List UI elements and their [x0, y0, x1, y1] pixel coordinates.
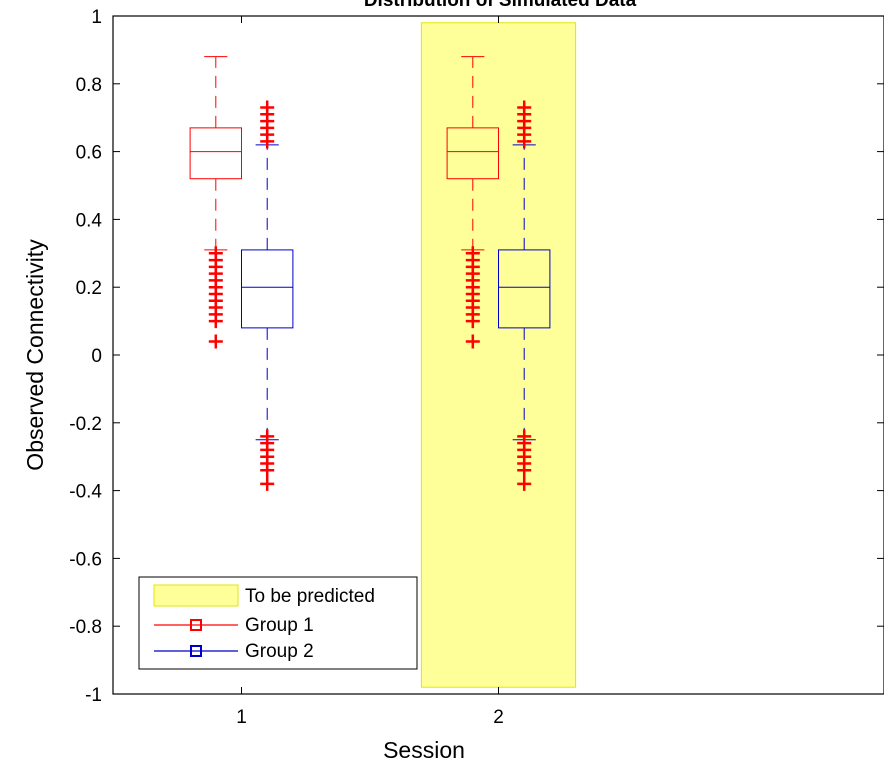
y-tick-label: 0.2 [76, 278, 102, 299]
outlier-marker [208, 314, 223, 329]
outlier-marker [208, 334, 223, 349]
legend-label-highlight: To be predicted [245, 586, 375, 607]
legend-label-group1: Group 1 [245, 615, 314, 636]
box-group-1-session-2 [446, 56, 500, 349]
box-iqr [189, 127, 243, 180]
x-axis-title: Session [383, 737, 465, 763]
outlier-marker [260, 476, 275, 491]
box-iqr [446, 127, 500, 180]
y-tick-label: 0 [91, 346, 102, 367]
outlier-marker [517, 476, 532, 491]
x-tick-label: 1 [236, 707, 247, 728]
box-iqr [241, 249, 294, 329]
x-tick-label: 2 [493, 707, 504, 728]
legend-marker-group2 [190, 645, 202, 657]
outlier-marker [517, 463, 532, 478]
outlier-marker [260, 463, 275, 478]
legend-swatch-highlight [153, 584, 239, 607]
box-iqr [498, 249, 551, 329]
outlier-marker [260, 100, 275, 115]
y-tick-label: 1 [91, 7, 102, 28]
y-tick-label: 0.6 [76, 143, 102, 164]
boxes-layer [189, 56, 551, 491]
highlight-layer [420, 22, 577, 688]
axis-ticks: -1 -0.8 -0.6 -0.4 -0.2 0 0.2 0.4 0.6 0.8 1 1 2 [69, 7, 884, 728]
outlier-marker [517, 100, 532, 115]
y-axis-title: Observed Connectivity [22, 239, 48, 471]
y-tick-label: -0.2 [69, 414, 102, 435]
chart-title: Distribution of Simulated Data [364, 0, 637, 11]
y-tick-label: 0.4 [76, 210, 103, 231]
box-group-1-session-1 [189, 56, 243, 349]
y-tick-label: -0.4 [69, 482, 102, 503]
y-tick-label: -0.6 [69, 549, 102, 570]
legend: To be predicted Group 1 Group 2 [138, 576, 418, 670]
legend-marker-group1 [190, 619, 202, 631]
y-tick-label: -0.8 [69, 617, 102, 638]
outlier-marker [465, 314, 480, 329]
y-tick-label: -1 [85, 685, 102, 706]
y-tick-label: 0.8 [76, 75, 102, 96]
box-group-2-session-2 [498, 100, 551, 491]
legend-label-group2: Group 2 [245, 641, 314, 662]
box-group-2-session-1 [241, 100, 294, 491]
highlight-region [420, 22, 577, 688]
outlier-marker [465, 334, 480, 349]
